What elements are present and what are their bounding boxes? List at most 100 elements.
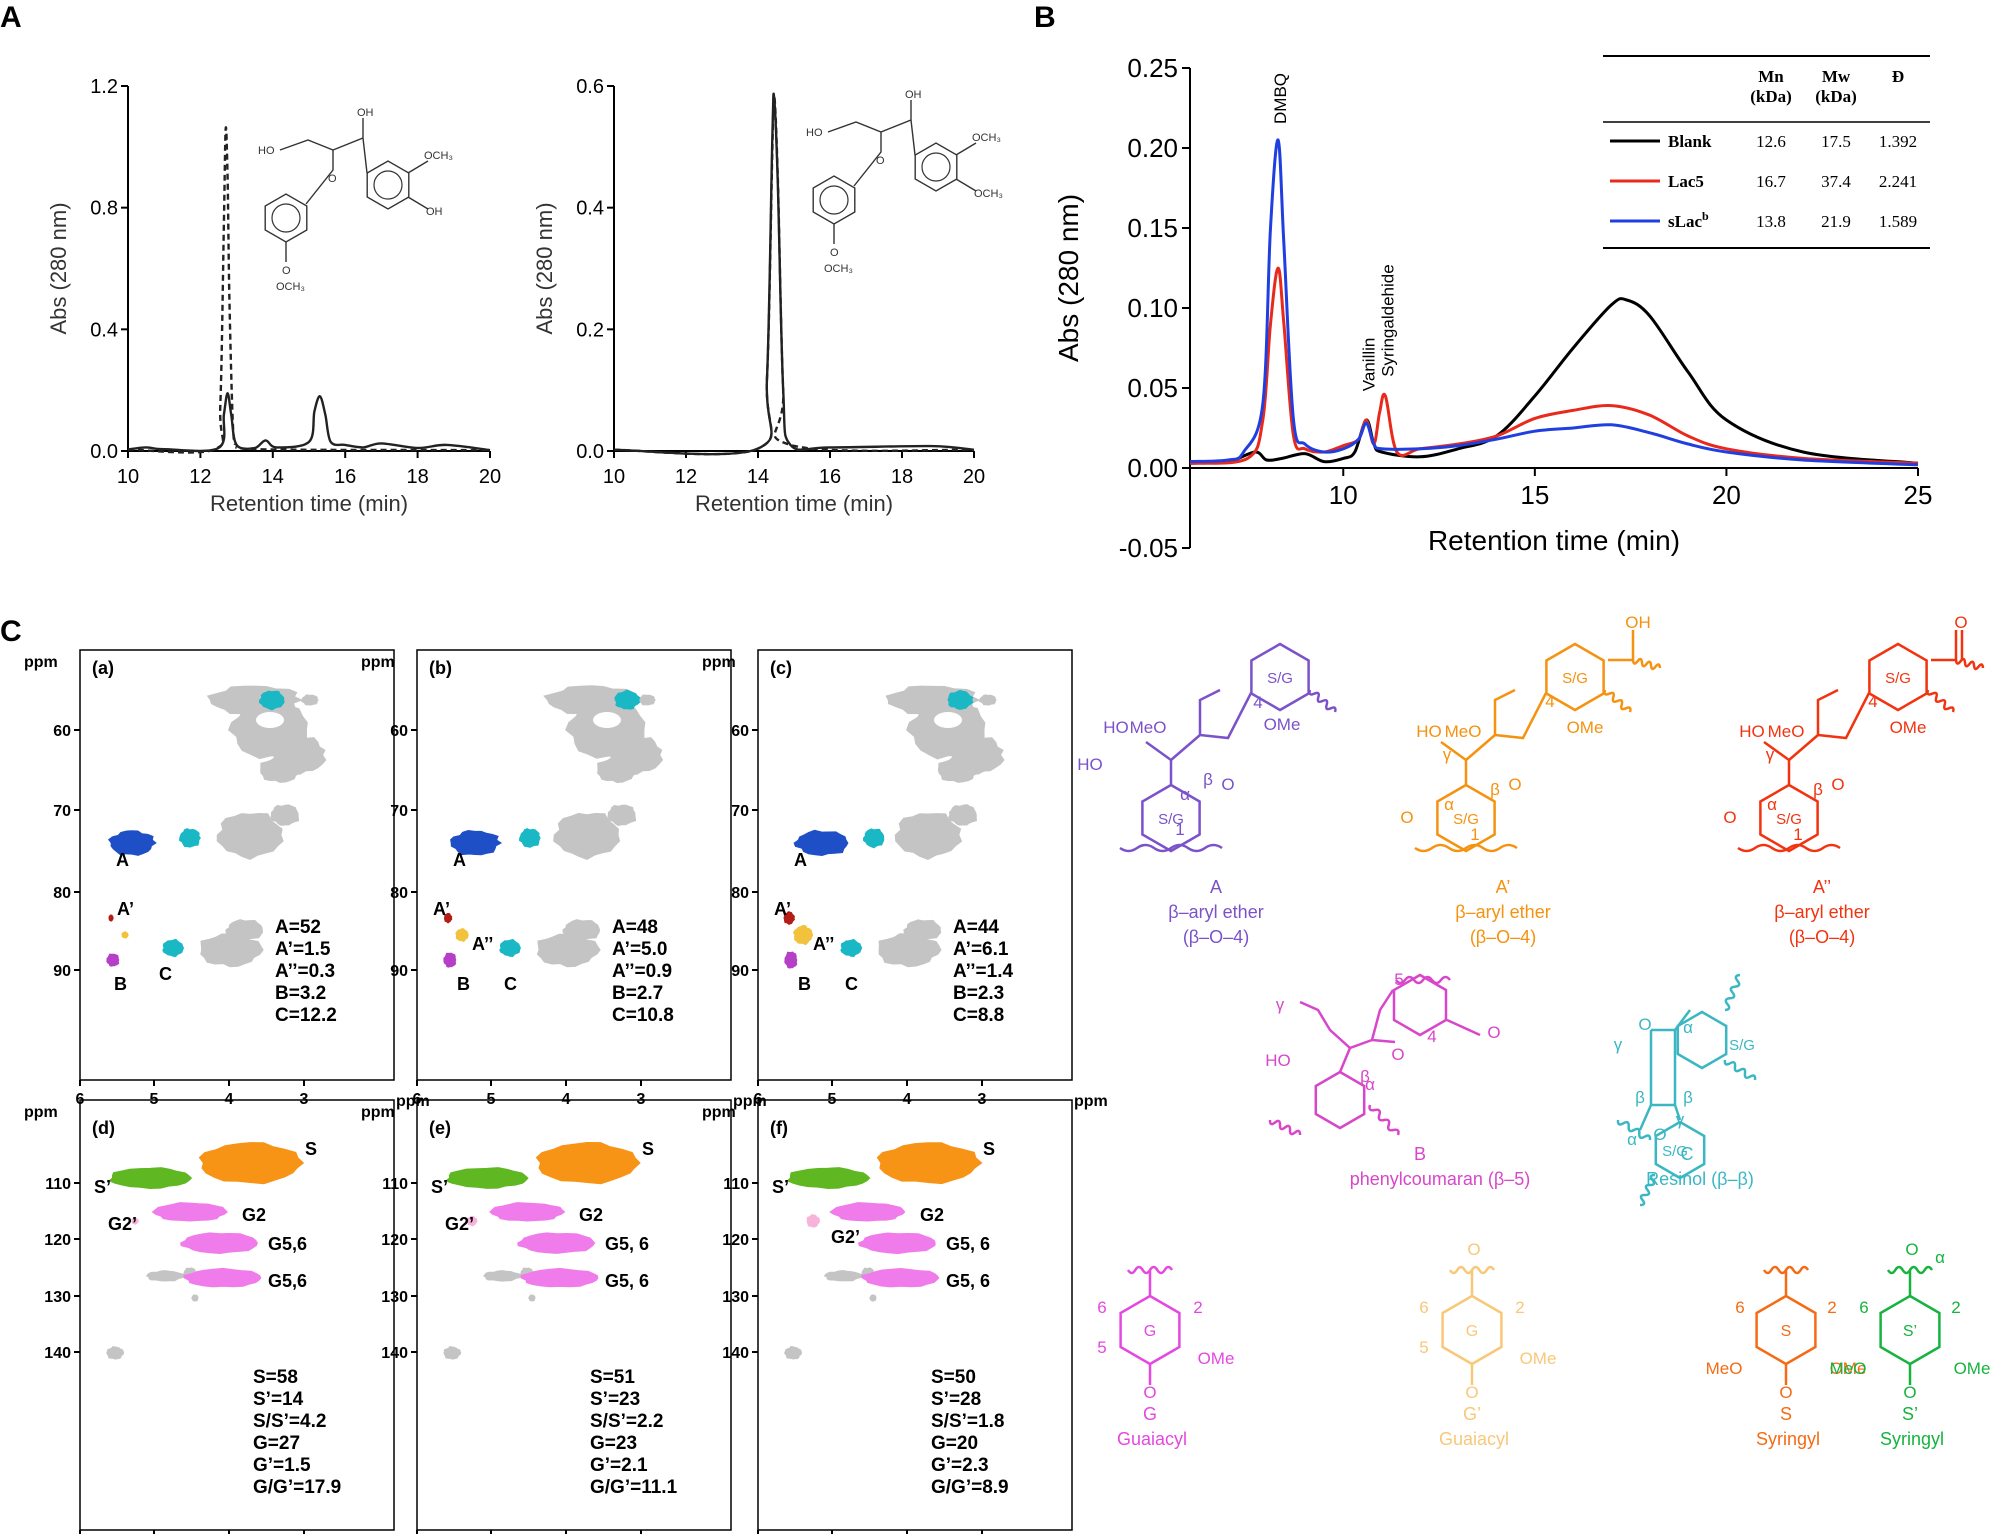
integral-value: S/S’=1.8 [931, 1411, 1004, 1432]
atom-label: 4 [1868, 692, 1877, 711]
atom-label: A’ [1496, 877, 1511, 897]
x-tick-label: 20 [1712, 480, 1741, 510]
atom-label: S/G [1158, 811, 1184, 828]
atom-label: β–aryl ether [1455, 902, 1550, 922]
y-tick-label: 70 [390, 803, 408, 820]
cross-peak-A-prime [443, 913, 453, 924]
y-tick-label: 140 [381, 1345, 408, 1362]
atom-label: OH [1625, 613, 1651, 632]
atom-label: Syringyl [1756, 1429, 1820, 1449]
atom-label: HO [1265, 1051, 1291, 1070]
lignin-dimer-structure: HO OH O OCH₃ OCH₃ O OCH₃ [806, 89, 1003, 275]
atom-label: α [1935, 1248, 1945, 1267]
peak-label-S-prime: S’ [94, 1177, 111, 1197]
cross-peak-C-beta [499, 938, 521, 958]
x-tick-label: 25 [1904, 480, 1933, 510]
peak-label-G5-6: G5,6 [268, 1234, 307, 1254]
y-tick-label: 140 [722, 1345, 749, 1362]
chart-a-left: 10 12 14 16 18 20 0.0 0.4 0.8 1.2 Retention time (… [46, 76, 501, 516]
cross-peak-A-double-prime [792, 924, 814, 946]
cross-peak-C-alpha [518, 828, 541, 848]
peak-label-G2-prime: G2’ [831, 1227, 860, 1247]
peak-label-S-prime: S’ [772, 1177, 789, 1197]
nmr-frame [757, 1099, 1073, 1531]
atom-label: 6 [1419, 1298, 1428, 1317]
atom-label: O [1508, 775, 1521, 794]
cross-peak-A [108, 830, 157, 856]
atom-label: MeO [1768, 722, 1805, 741]
atom-label: O [282, 265, 291, 277]
integral-value: C=8.8 [953, 1005, 1004, 1026]
table-cell: 1.589 [1879, 212, 1917, 231]
peak-label-B: B [798, 974, 811, 994]
x-tick-label: 14 [747, 466, 769, 488]
atom-label: S/G [1562, 670, 1588, 687]
contour-hole [934, 712, 962, 728]
chart-b-gpc: 10 15 20 25 -0.05 0.00 0.05 0.10 0.15 0.20 0.25 Ret… [1053, 53, 1932, 563]
integral-value: A’=1.5 [275, 939, 331, 960]
peak-label-G2: G2 [920, 1205, 944, 1225]
atom-label: 2 [1827, 1298, 1836, 1317]
atom-label: A [1210, 877, 1222, 897]
table-cell: 16.7 [1756, 172, 1786, 191]
y-tick-label: 0.00 [1127, 453, 1178, 483]
y-axis-label: Abs (280 nm) [46, 202, 71, 334]
y-tick-label: 110 [723, 1176, 749, 1193]
atom-label: O [1143, 1383, 1156, 1402]
y-tick-label: 0.25 [1127, 53, 1178, 83]
integral-value: G=20 [931, 1433, 978, 1454]
atom-label: α [1180, 785, 1190, 804]
atom-label: OMe [1198, 1349, 1235, 1368]
peak-label-A: A [116, 850, 129, 870]
unassigned-contour [216, 812, 284, 861]
nmr-frame [416, 1099, 732, 1531]
nmr-panel-d: ppmppm8.07.57.06.5110120130140(d)SS’G2G2… [24, 1099, 395, 1534]
legend-label: sLacb [1668, 209, 1709, 231]
unassigned-contour [301, 694, 319, 706]
table-header: (kDa) [1815, 87, 1857, 106]
peak-label-C: C [845, 974, 858, 994]
aromatic-ring [1759, 783, 1819, 853]
atom-label: O [876, 155, 885, 167]
atom-label: 1 [1175, 820, 1184, 839]
annotation-syringaldehide: Syringaldehide [1378, 264, 1397, 376]
x-tick-label: 20 [963, 466, 985, 488]
table-cell: 21.9 [1821, 212, 1851, 231]
atom-label: phenylcoumaran (β–5) [1350, 1169, 1530, 1189]
cross-peak-C-gamma [614, 689, 641, 710]
table-cell: 17.5 [1821, 132, 1851, 151]
bond [1440, 688, 1548, 785]
atom-label: 4 [1545, 692, 1554, 711]
bond [1608, 630, 1635, 662]
atom-label: OCH₃ [276, 281, 305, 293]
cross-peak-G2-prime [467, 1215, 478, 1227]
atom-label: α [1365, 1075, 1375, 1094]
cross-peak-G2 [151, 1202, 228, 1222]
x-tick-label: 10 [603, 466, 625, 488]
atom-label: 6 [1735, 1298, 1744, 1317]
y-tick-label: 0.20 [1127, 133, 1178, 163]
x-tick-label: 10 [117, 466, 139, 488]
unassigned-contour [145, 1270, 186, 1282]
aromatic-ring [1868, 642, 1928, 712]
y-tick-label: 90 [731, 963, 749, 980]
atom-label: β [1635, 1088, 1645, 1107]
integral-value: A’=5.0 [612, 939, 667, 960]
bond [1145, 688, 1253, 785]
table-header: (kDa) [1750, 87, 1792, 106]
atom-label: S’ [1903, 1323, 1917, 1340]
atom-label: β [1360, 1067, 1370, 1086]
structure-G1: G O 6 2 5 OMe O G’ Guaiacyl [1419, 1240, 1556, 1449]
cross-peak-A-double-prime [455, 928, 469, 942]
peak-label-S: S [305, 1139, 317, 1159]
table-cell: 37.4 [1821, 172, 1851, 191]
annotation-vanillin: Vanillin [1359, 338, 1378, 392]
peak-label-G5-6: G5, 6 [605, 1271, 649, 1291]
atom-label: O [328, 173, 337, 185]
series-slac-line [1189, 138, 1919, 467]
atom-label: O [1391, 1045, 1404, 1064]
